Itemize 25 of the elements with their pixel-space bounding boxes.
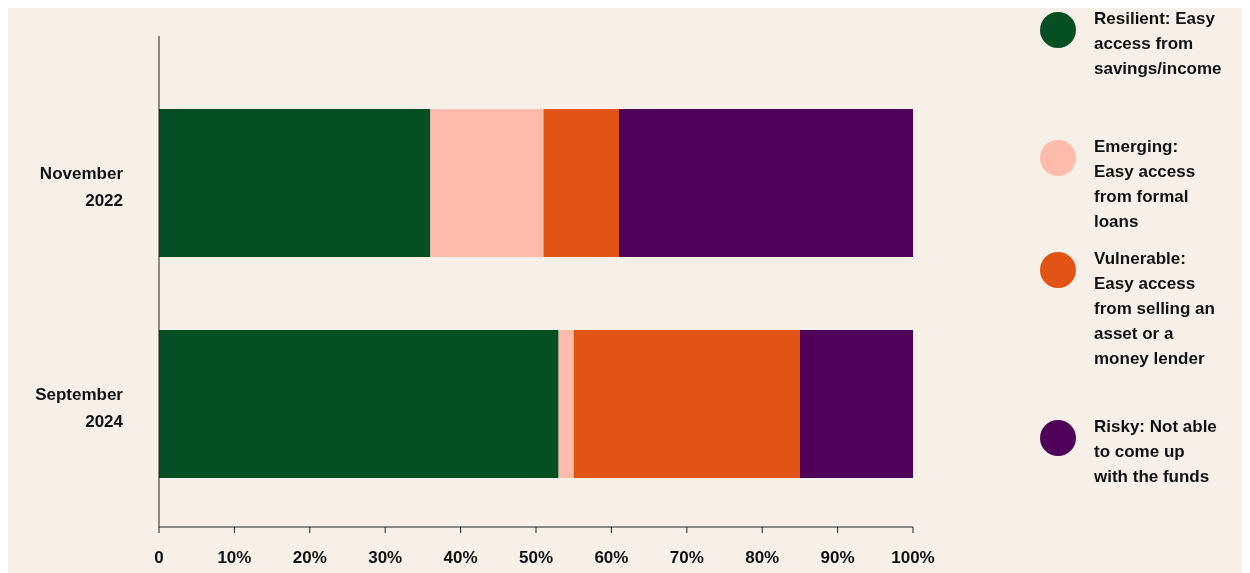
legend-label: Resilient: Easy access from savings/income [1094,9,1222,78]
bar [543,109,619,257]
bar [430,109,544,257]
bar [558,330,574,478]
x-tick-label: 20% [292,548,327,567]
x-tick-label: 30% [368,548,403,567]
x-tick-label: 50% [518,548,554,567]
y-tick-label: November 2022 [39,164,124,210]
x-tick-label: 40% [443,548,478,567]
x-tick-label: 100% [891,548,935,567]
bar [799,330,913,478]
legend-label: Vulnerable: Easy access from selling an asset or a money lender [1094,249,1215,368]
legend-label: Risky: Not able to come up with the funds [1093,417,1217,486]
x-tick-label: 0 [154,548,164,567]
x-tick-label: 90% [820,548,855,567]
bar [573,330,800,478]
y-tick-label: September 2024 [35,385,124,431]
x-tick-label: 10% [217,548,252,567]
legend-label: Emerging: Easy access from formal loans [1094,137,1196,231]
x-tick-label: 60% [594,548,629,567]
bar [159,109,431,257]
x-tick-label: 70% [669,548,704,567]
x-tick-label: 80% [745,548,780,567]
bar [618,109,913,257]
bar [159,330,559,478]
